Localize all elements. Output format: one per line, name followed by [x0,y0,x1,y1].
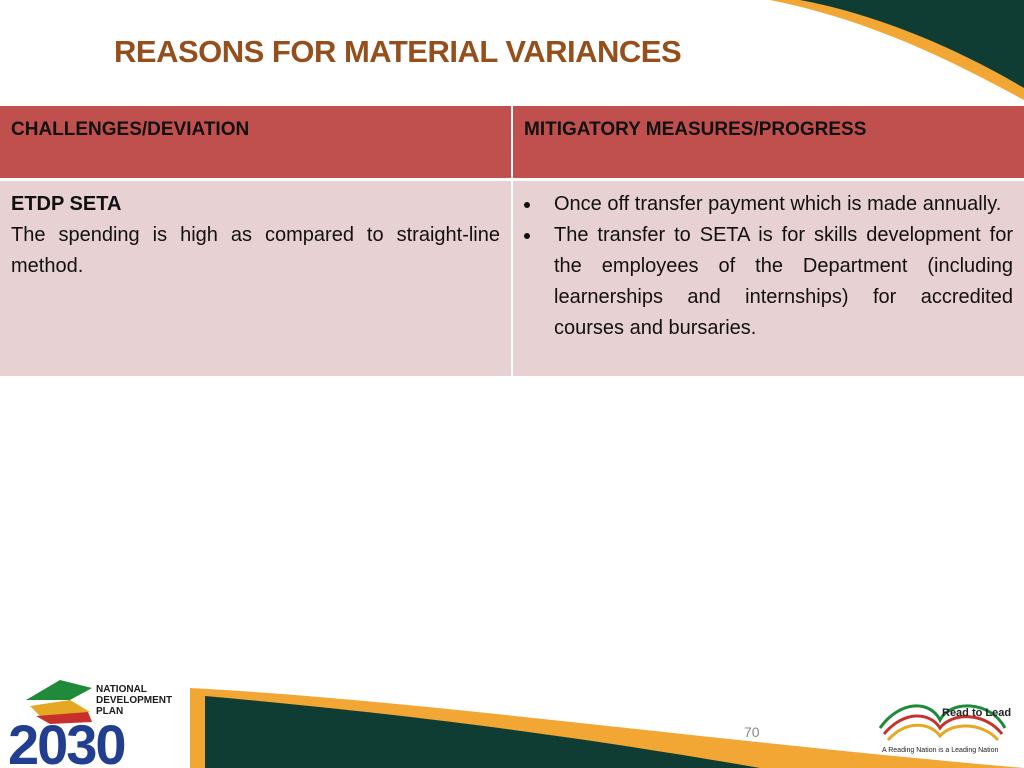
top-swoosh-green [800,0,1024,88]
table-cell: Once off transfer payment which is made … [513,181,1024,376]
read-tagline: A Reading Nation is a Leading Nation [882,747,998,754]
ndp-flag [36,712,92,724]
book-icon [878,704,1007,729]
ndp-flag [26,680,92,700]
slide-title: REASONS FOR MATERIAL VARIANCES [114,34,682,69]
bullet: The transfer to SETA is for skills devel… [542,220,1013,344]
bullet: Once off transfer payment which is made … [542,189,1013,220]
ndp-text: DEVELOPMENT [96,695,172,706]
bullet-list: Once off transfer payment which is made … [524,189,1013,344]
ndp-text: PLAN [96,706,123,717]
ndp-text: NATIONAL [96,684,147,695]
table-header: MITIGATORY MEASURES/PROGRESS [513,106,1024,178]
read-to-lead: Read to Lead [942,707,1011,719]
book-icon [882,714,1004,735]
ndp-year: 2030 [8,713,125,768]
cell-text: The spending is high as compared to stra… [11,224,500,277]
ndp-flag [30,700,90,716]
table-cell: ETDP SETA The spending is high as compar… [0,181,511,376]
page-number: 70 [744,724,760,740]
book-icon [886,723,1000,742]
table-header: CHALLENGES/DEVIATION [0,106,511,178]
bottom-swoosh-green [205,696,760,768]
cell-heading: ETDP SETA [11,193,122,215]
